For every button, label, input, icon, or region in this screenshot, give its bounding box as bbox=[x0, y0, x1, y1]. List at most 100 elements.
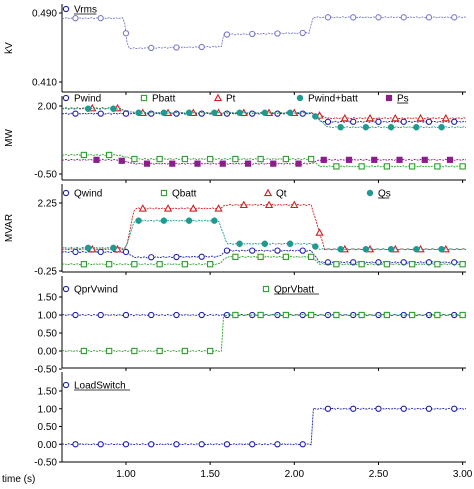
triangle-marker bbox=[340, 113, 349, 122]
dot-marker bbox=[211, 217, 218, 224]
legend-item-pwind: Pwind bbox=[62, 94, 101, 105]
triangle-marker bbox=[213, 93, 223, 102]
panel-5: 1.50 1.00 0.50 0.00 -0.50 1.00 1.50 2.00 2.50 3.0… bbox=[34, 372, 473, 480]
square-marker bbox=[434, 163, 441, 170]
y-tick-label: 0.490 bbox=[32, 9, 57, 20]
y-tick-label: -0.50 bbox=[34, 365, 57, 376]
triangle-marker bbox=[315, 228, 324, 236]
circle-marker bbox=[198, 441, 205, 448]
square-marker bbox=[181, 261, 189, 268]
circle-marker bbox=[62, 189, 70, 197]
y-tick-label: 0.00 bbox=[38, 440, 58, 451]
filled-square-marker bbox=[345, 156, 353, 163]
circle-marker bbox=[350, 118, 357, 125]
y-axis-label: MVAR bbox=[4, 214, 15, 242]
circle-marker bbox=[350, 259, 357, 266]
square-marker bbox=[408, 311, 416, 319]
legend-label: QprVwind bbox=[74, 285, 118, 296]
triangle-marker bbox=[416, 113, 425, 122]
square-marker bbox=[434, 261, 441, 268]
dot-marker bbox=[286, 109, 294, 117]
circle-marker bbox=[198, 110, 205, 117]
series-line bbox=[61, 153, 467, 168]
panel-2: 2.00 -0.50 MW Pwind Pbatt Pt Pwind+batt Ps bbox=[4, 93, 467, 183]
legend-item-qt: Qt bbox=[263, 188, 287, 200]
y-tick-label: -0.25 bbox=[34, 267, 57, 278]
dot-marker bbox=[413, 245, 420, 253]
square-marker bbox=[181, 347, 189, 355]
circle-marker bbox=[299, 441, 306, 448]
legend-label: LoadSwitch bbox=[74, 381, 126, 392]
circle-marker bbox=[400, 14, 407, 21]
y-axis-label: MW bbox=[4, 129, 15, 147]
square-marker bbox=[80, 151, 88, 159]
square-marker bbox=[358, 163, 365, 170]
triangle-marker bbox=[365, 113, 375, 122]
series-line bbox=[61, 249, 467, 264]
filled-square-marker bbox=[93, 156, 100, 163]
square-marker bbox=[206, 155, 214, 163]
legend-item-ps: Ps bbox=[385, 94, 409, 105]
circle-marker bbox=[223, 247, 231, 254]
circle-marker bbox=[72, 311, 79, 319]
panel-3: 2.25 -0.25 MVAR Qwind Qbatt Qt Qs bbox=[4, 184, 467, 278]
circle-marker bbox=[72, 15, 79, 22]
circle-marker bbox=[173, 44, 180, 51]
square-marker bbox=[140, 94, 148, 102]
circle-marker bbox=[451, 405, 458, 412]
legend-label: Pt bbox=[226, 94, 236, 105]
legend-label: Pbatt bbox=[152, 94, 176, 105]
circle-marker bbox=[72, 441, 79, 448]
dot-marker bbox=[312, 243, 319, 250]
circle-marker bbox=[274, 441, 281, 448]
series-line bbox=[61, 158, 467, 165]
circle-marker bbox=[400, 118, 407, 125]
legend-item-qbatt: Qbatt bbox=[160, 189, 197, 200]
circle-marker bbox=[62, 5, 70, 13]
y-tick-label: -0.50 bbox=[34, 170, 57, 181]
circle-marker bbox=[62, 285, 70, 293]
filled-square-marker bbox=[421, 156, 428, 163]
series-line bbox=[61, 313, 467, 317]
series-loadswitch bbox=[61, 405, 467, 448]
circle-marker bbox=[451, 14, 458, 21]
y-tick-label: 0.50 bbox=[38, 329, 58, 340]
circle-marker bbox=[198, 43, 205, 51]
triangle-marker bbox=[264, 200, 274, 209]
circle-marker bbox=[223, 441, 231, 448]
y-tick-label: 2.00 bbox=[38, 102, 58, 113]
circle-marker bbox=[148, 44, 155, 52]
x-tick-label: 3.00 bbox=[453, 469, 473, 480]
circle-marker bbox=[97, 15, 104, 22]
series-qprvbatt bbox=[61, 311, 467, 355]
series-pwind-batt bbox=[61, 105, 467, 131]
legend-label: Qwind bbox=[74, 189, 102, 200]
dot-marker bbox=[438, 123, 445, 131]
square-marker bbox=[181, 155, 189, 163]
legend-item-qs: Qs bbox=[366, 189, 391, 200]
circle-marker bbox=[375, 405, 382, 412]
circle-marker bbox=[274, 247, 281, 254]
square-marker bbox=[257, 253, 264, 261]
dot-marker bbox=[261, 109, 269, 117]
y-tick-label: 0.00 bbox=[38, 347, 58, 358]
square-marker bbox=[459, 311, 466, 319]
circle-marker bbox=[400, 405, 407, 412]
circle-marker bbox=[249, 247, 256, 254]
filled-square-marker bbox=[371, 156, 378, 163]
series-qbatt bbox=[61, 253, 467, 268]
filled-square-marker bbox=[143, 160, 151, 167]
filled-square-marker bbox=[169, 160, 176, 167]
circle-marker bbox=[122, 110, 130, 117]
triangle-marker bbox=[263, 188, 273, 197]
circle-marker bbox=[62, 381, 70, 389]
circle-marker bbox=[425, 405, 433, 412]
series-qwind bbox=[61, 247, 467, 266]
circle-marker bbox=[451, 311, 458, 319]
circle-marker bbox=[122, 248, 130, 256]
dot-marker bbox=[211, 109, 218, 117]
dot-marker bbox=[362, 123, 370, 131]
dot-marker bbox=[362, 245, 370, 253]
circle-marker bbox=[299, 29, 306, 37]
square-marker bbox=[282, 155, 290, 163]
